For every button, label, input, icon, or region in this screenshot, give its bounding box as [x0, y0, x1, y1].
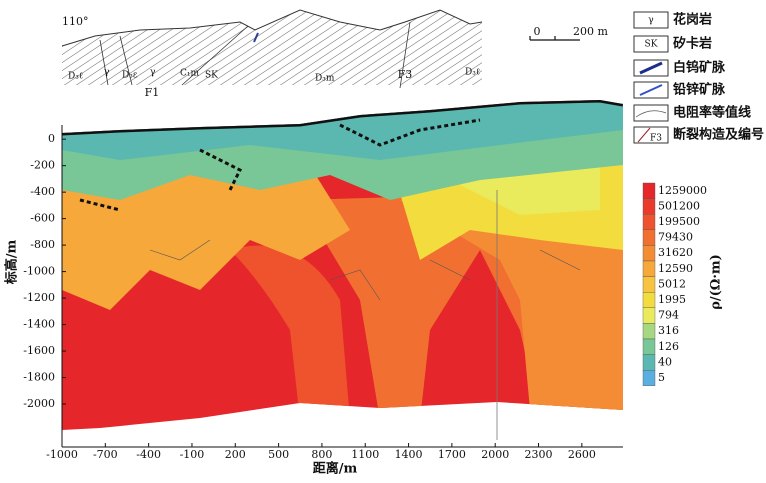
legend-box [633, 126, 669, 144]
legend-symbol: F3 [650, 134, 662, 144]
geo-unit: D₃m [315, 74, 335, 84]
colorbar-label: 199500 [658, 215, 700, 228]
y-tick-label: 0 [48, 132, 55, 145]
geo-unit: SK [205, 71, 218, 81]
x-tick-label: -100 [180, 448, 205, 461]
colorbar-label: 12590 [658, 262, 693, 275]
resistivity-field [62, 100, 623, 430]
colorbar-swatch [642, 213, 656, 230]
colorbar-label: 5012 [658, 277, 686, 290]
colorbar-label: 794 [658, 309, 679, 322]
legend-vein [639, 84, 663, 96]
geo-section [61, 9, 580, 89]
x-tick-label: 1700 [438, 448, 466, 461]
colorbar-label: 5 [658, 371, 665, 384]
x-tick-label: -700 [93, 448, 118, 461]
legend-label: 白钨矿脉 [673, 60, 726, 76]
colorbar-label: 1995 [658, 293, 686, 306]
y-tick-label: -1000 [23, 265, 55, 278]
x-axis-label: 距离/m [313, 461, 358, 477]
colorbar-swatch [642, 198, 656, 215]
legend-contour [635, 110, 667, 118]
colorbar-swatch [642, 245, 656, 262]
legend-fault [637, 127, 651, 143]
legend-label: 铅锌矿脉 [673, 82, 726, 98]
scale-label: 0 [534, 25, 541, 38]
x-tick-label: -1000 [46, 448, 78, 461]
x-tick-label: 500 [268, 448, 289, 461]
colorbar-swatch [642, 307, 656, 324]
y-tick-label: -600 [30, 212, 55, 225]
colorbar-swatch [642, 338, 656, 355]
fault-label: F3 [398, 68, 413, 81]
y-tick-label: -400 [30, 185, 55, 198]
colorbar-label: 40 [658, 355, 672, 368]
x-tick-label: 1100 [351, 448, 379, 461]
colorbar-label: 31620 [658, 246, 693, 259]
colorbar-label: 501200 [658, 199, 700, 212]
colorbar-label: 1259000 [658, 184, 707, 197]
legend [630, 10, 760, 145]
colorbar-label: 316 [658, 324, 679, 337]
geo-unit: D₃ℓ [465, 68, 480, 78]
colorbar-label: 126 [658, 340, 679, 353]
scale-label: 200 m [573, 25, 608, 38]
legend-symbol: SK [645, 40, 658, 50]
geo-unit: C₁m [180, 69, 199, 79]
geo-unit: D₃ℓ [68, 72, 83, 82]
x-tick-label: -400 [136, 448, 161, 461]
geo-unit: D₃ε [122, 71, 138, 81]
y-tick-label: -800 [30, 238, 55, 251]
legend-box [633, 104, 669, 122]
legend-label: 断裂构造及编号 [673, 127, 764, 143]
y-tick-label: -200 [30, 159, 55, 172]
legend-symbol: γ [648, 16, 653, 26]
legend-label: 矽卡岩 [673, 36, 712, 52]
x-tick-label: 2000 [481, 448, 509, 461]
legend-box [633, 35, 669, 53]
y-tick-label: -1200 [23, 291, 55, 304]
colorbar-label: 79430 [658, 231, 693, 244]
x-tick-label: 2300 [525, 448, 553, 461]
colorbar-swatch [642, 229, 656, 246]
legend-label: 电阻率等值线 [673, 105, 751, 121]
colorbar-swatch [642, 354, 656, 371]
colorbar-swatch [642, 292, 656, 309]
geo-unit: γ [104, 68, 109, 78]
colorbar-swatch [642, 323, 656, 340]
colorbar-swatch [642, 370, 656, 387]
y-tick-label: -2000 [23, 397, 55, 410]
colorbar-swatch [642, 276, 656, 293]
x-tick-label: 800 [311, 448, 332, 461]
x-tick-label: 2600 [568, 448, 596, 461]
colorbar-swatch [642, 182, 656, 199]
y-axis-label: 标高/m [4, 240, 20, 286]
colorbar-label: ρ/(Ω·m) [709, 254, 724, 310]
y-tick-label: -1600 [23, 344, 55, 357]
legend-box [633, 11, 669, 29]
geo-unit: γ [150, 68, 155, 78]
y-tick-label: -1400 [23, 318, 55, 331]
colorbar-swatch [642, 260, 656, 277]
y-tick-label: -1800 [23, 371, 55, 384]
azimuth: 110° [62, 15, 89, 28]
legend-vein [639, 61, 663, 75]
x-tick-label: 200 [225, 448, 246, 461]
legend-label: 花岗岩 [673, 12, 712, 28]
fault-label: F1 [145, 86, 160, 99]
x-tick-label: 1400 [395, 448, 423, 461]
